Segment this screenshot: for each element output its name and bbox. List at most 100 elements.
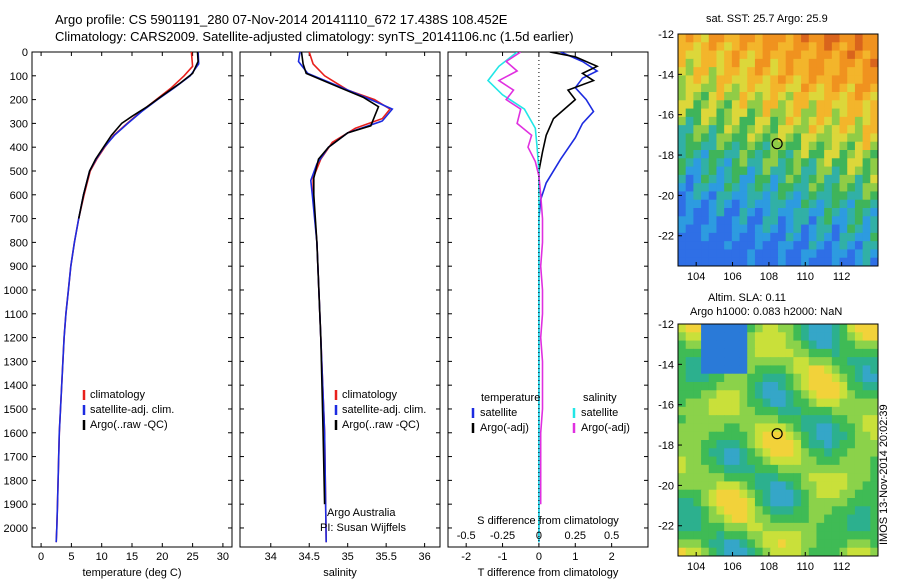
sst-map-cell <box>762 224 771 234</box>
sla-map-cell <box>731 324 741 333</box>
sst-map-cell <box>678 191 687 201</box>
sst-map-cell <box>693 34 702 43</box>
legend-title-salinity: salinity <box>583 392 617 404</box>
sst-map-cell <box>824 183 833 192</box>
sla-map-cell <box>824 398 833 408</box>
sla-map-cell <box>724 522 733 532</box>
sla-map-cell <box>747 522 756 532</box>
sst-map-cell <box>716 249 725 259</box>
sla-map-cell <box>701 489 710 499</box>
depth-tick-label: 1300 <box>4 356 28 368</box>
sla-map-cell <box>847 357 856 366</box>
sla-map-cell <box>816 539 825 549</box>
sla-map-cell <box>824 481 833 491</box>
sla-map-cell <box>747 514 756 524</box>
sst-map-cell <box>785 216 794 226</box>
sst-map-cell <box>793 183 802 192</box>
sst-map-cell <box>770 257 779 267</box>
sst-map-cell <box>739 191 748 201</box>
sla-map-cell <box>731 332 741 342</box>
sst-map-cell <box>747 241 756 250</box>
sst-map-cell <box>854 50 864 60</box>
sla-map-cell <box>801 423 810 433</box>
sst-map-cell <box>770 150 779 159</box>
sla-map-cell <box>778 365 787 375</box>
sst-map-cell <box>824 141 833 151</box>
sla-map-cell <box>816 423 825 433</box>
legend-label-temperature: satellite-adj. clim. <box>90 404 174 416</box>
sst-map-cell <box>731 125 741 134</box>
sla-map-cell <box>831 440 841 449</box>
sla-map-cell <box>816 324 825 333</box>
sst-map-cell <box>831 224 841 234</box>
sst-map-cell <box>708 133 717 143</box>
x-tick-label-temperature: 30 <box>217 551 229 563</box>
sst-map-cell <box>708 150 717 159</box>
sst-map-cell <box>793 83 802 93</box>
sla-map-cell <box>831 357 841 366</box>
sla-map-cell <box>862 531 871 540</box>
sst-map-cell <box>678 42 687 52</box>
sst-map-cell <box>693 191 702 201</box>
sst-map-cell <box>724 108 733 118</box>
sst-map-cell <box>854 191 864 201</box>
legend-label-temperature: Argo(..raw -QC) <box>90 419 168 431</box>
sla-map-cell <box>801 348 810 358</box>
sla-map-cell <box>678 539 687 549</box>
sla-map-cell <box>870 406 879 416</box>
sla-map-cell <box>754 456 764 466</box>
sst-map-cell <box>731 150 741 159</box>
sst-map-cell <box>831 75 841 85</box>
series-line-difference-salinity-argo-adj- <box>497 52 544 505</box>
sla-map-cell <box>762 539 771 549</box>
sla-map-cell <box>808 332 817 342</box>
sla-map-cell <box>762 373 771 383</box>
sst-map-cell <box>862 75 871 85</box>
sst-map-cell <box>785 208 794 217</box>
sst-map-cell <box>724 150 733 159</box>
sst-map-cell <box>785 133 794 143</box>
sst-map-cell <box>708 141 717 151</box>
sla-map-cell <box>678 464 687 474</box>
sla-map-cell <box>870 506 879 516</box>
sst-map-cell <box>839 216 848 226</box>
sst-map-cell <box>785 42 794 52</box>
depth-tick-label: 1100 <box>4 309 28 321</box>
sst-map-cell <box>839 249 848 259</box>
sst-map-cell <box>854 42 864 52</box>
sst-map-cell <box>724 50 733 60</box>
sla-map-cell <box>870 390 879 400</box>
sla-map-cell <box>839 547 848 557</box>
sla-map-cell <box>862 481 871 491</box>
sst-map-cell <box>770 116 779 126</box>
sla-map-cell <box>716 398 725 408</box>
sst-map-cell <box>747 108 756 118</box>
sst-map-cell <box>870 158 879 168</box>
sla-map-cell <box>678 522 687 532</box>
sla-map-cell <box>716 357 725 366</box>
sst-map-cell <box>685 158 694 168</box>
sla-map-cell <box>678 390 687 400</box>
legend-label-difference: satellite <box>581 407 618 419</box>
sla-map-cell <box>708 398 717 408</box>
sla-map-cell <box>739 498 748 507</box>
sla-map-cell <box>793 373 802 383</box>
sst-map-cell <box>701 50 710 60</box>
sst-map-cell <box>693 133 702 143</box>
sst-map-cell <box>831 100 841 110</box>
sst-map-cell <box>739 208 748 217</box>
sst-map-cell <box>685 208 694 217</box>
x-axis-label-temperature: temperature (deg C) <box>82 567 181 579</box>
sla-map-cell <box>701 522 710 532</box>
sst-map-cell <box>762 249 771 259</box>
sst-map-cell <box>831 58 841 68</box>
sla-map-cell <box>808 473 817 482</box>
sst-map-cell <box>793 125 802 134</box>
sla-map-cell <box>724 406 733 416</box>
sst-map-cell <box>870 199 879 209</box>
sst-map-cell <box>754 166 764 176</box>
sla-map-cell <box>739 522 748 532</box>
sla-map-cell <box>793 539 802 549</box>
sla-map-label-2: Argo h1000: 0.083 h2000: NaN <box>690 306 843 318</box>
sla-map-cell <box>747 547 756 557</box>
